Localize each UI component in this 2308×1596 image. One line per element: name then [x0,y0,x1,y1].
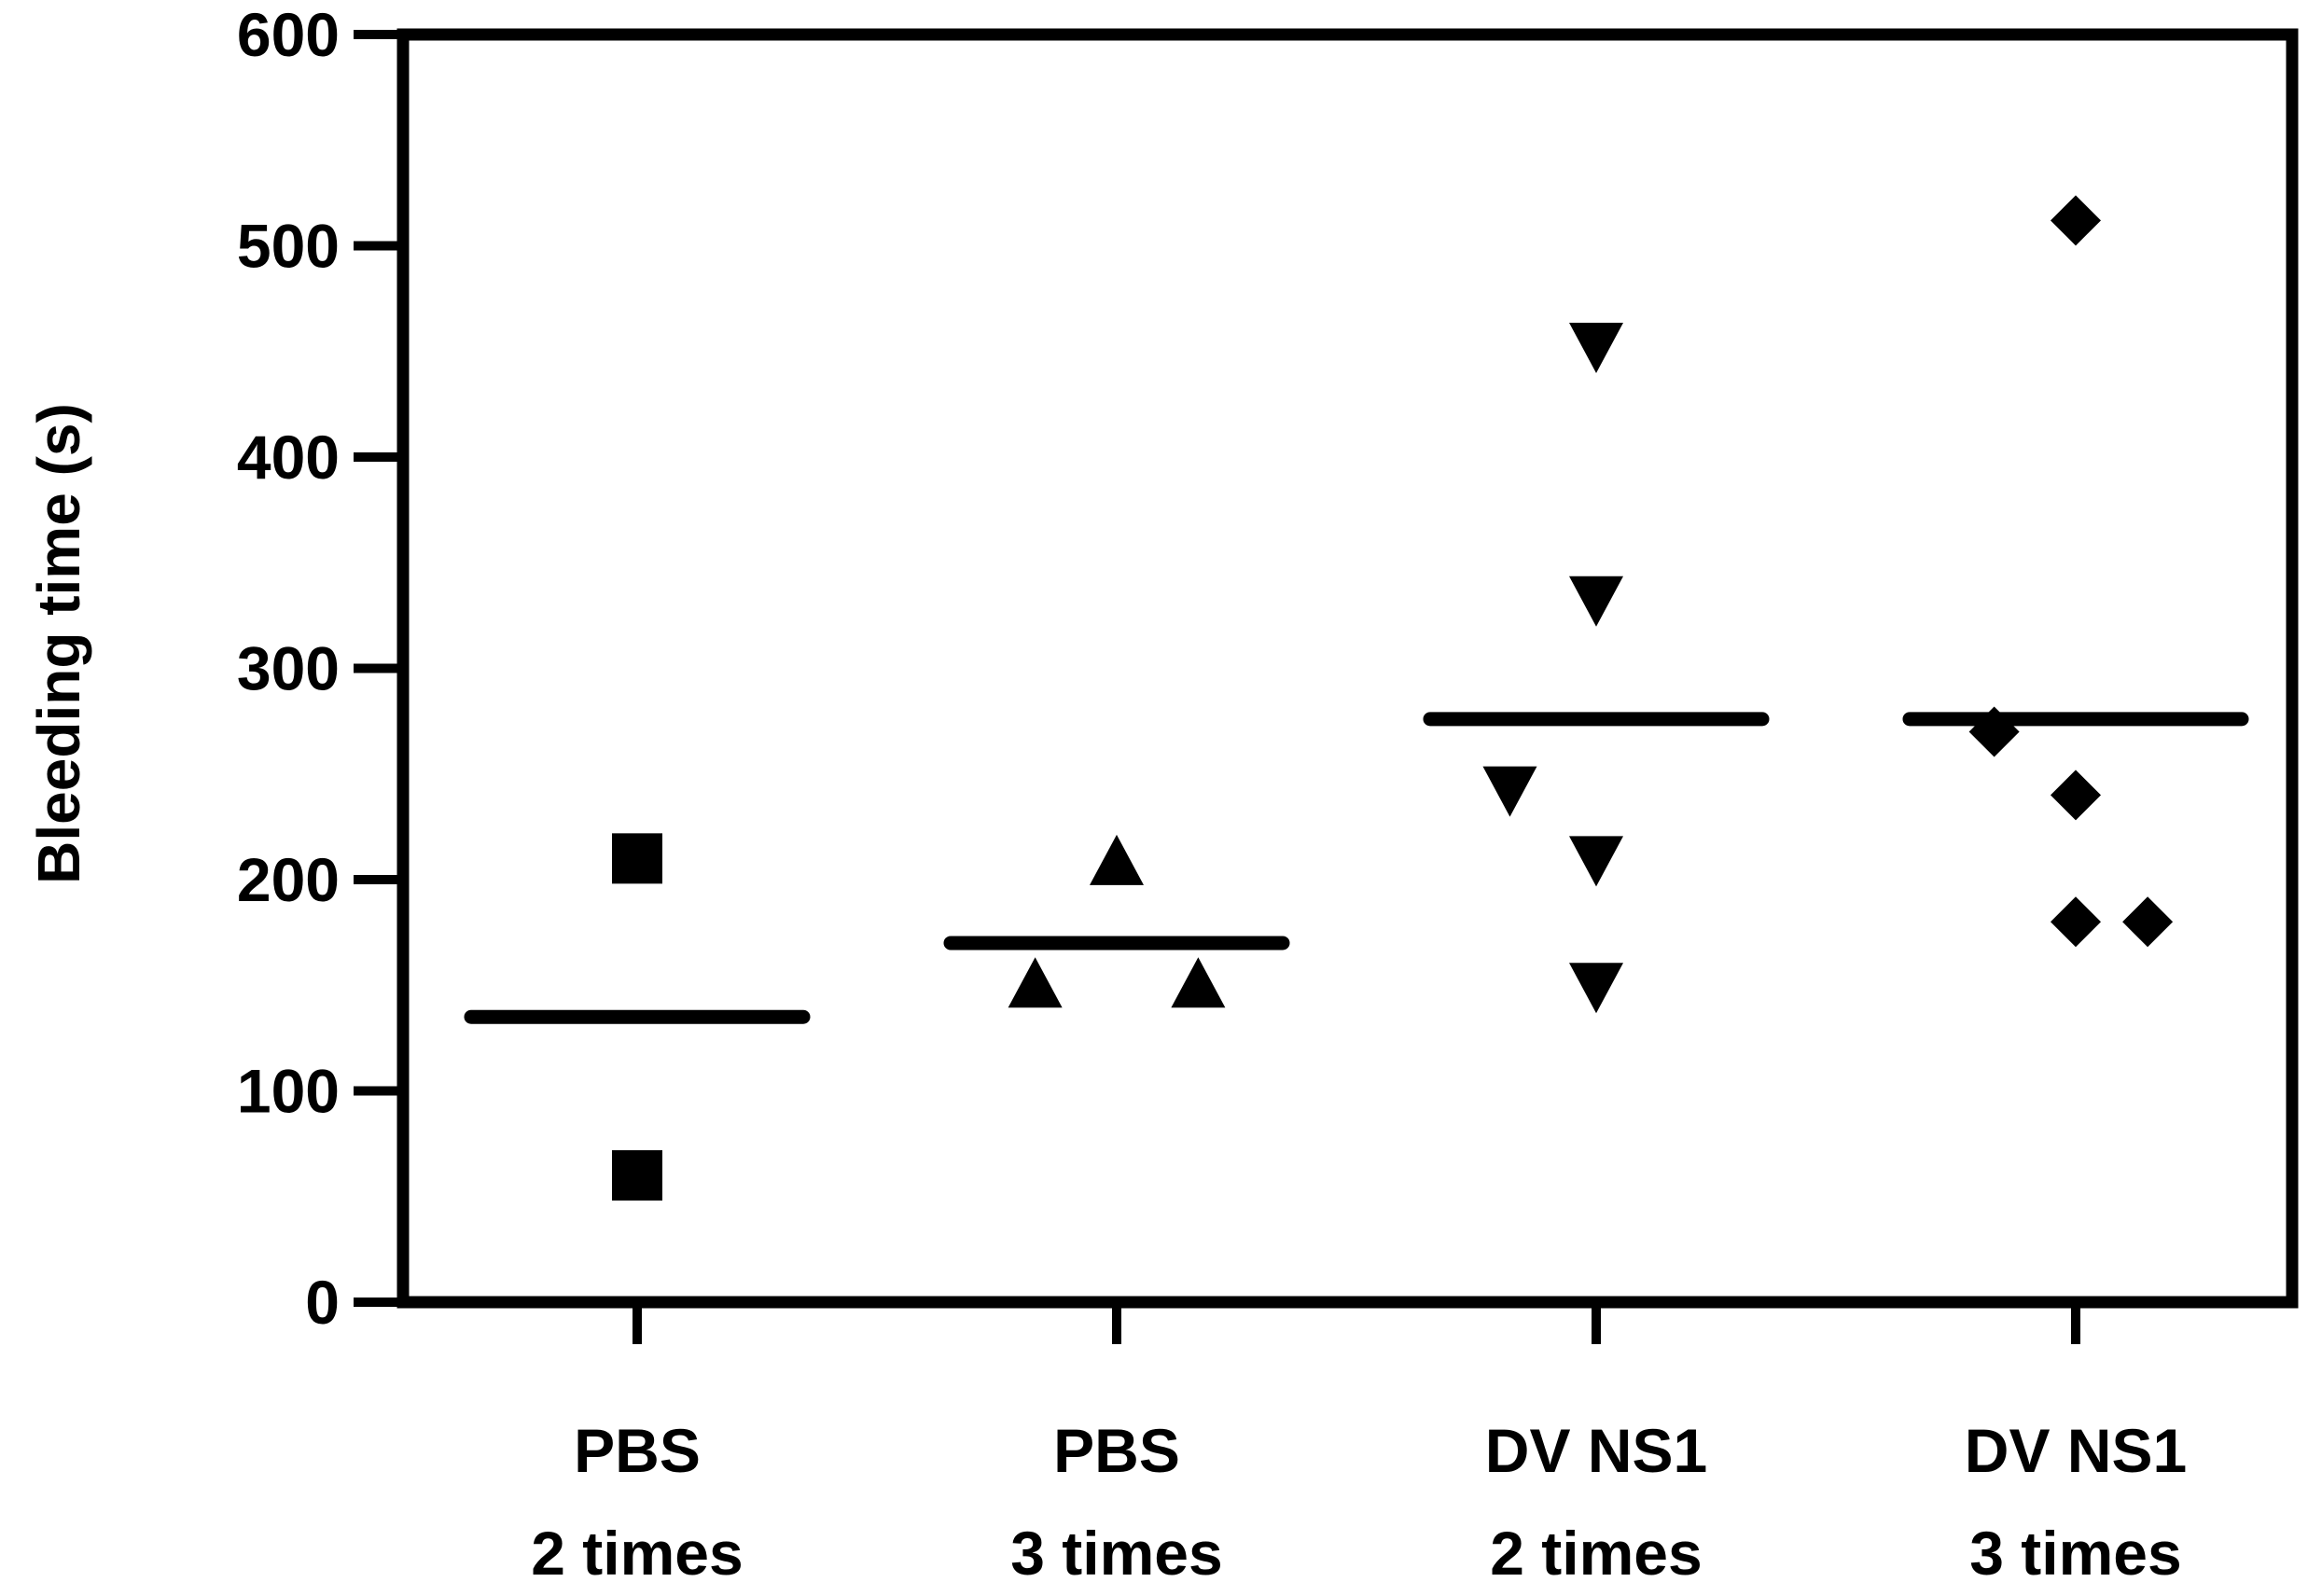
category-label-line1: DV NS1 [1485,1416,1707,1485]
category-label-line1: DV NS1 [1965,1416,2187,1485]
y-axis-label: Bleeding time (s) [25,403,92,884]
category-label-line2: 2 times [1490,1519,1702,1588]
data-marks [464,195,2249,1201]
square-point [612,1150,662,1201]
diamond-point [2051,195,2101,246]
y-tick-label: 100 [237,1057,340,1126]
plot-frame [396,28,2299,1309]
diamond-point [2122,896,2174,948]
square-point [612,833,662,884]
diamond-point [2051,896,2101,948]
y-tick-label: 200 [237,845,340,914]
category-label-line2: 3 times [1969,1519,2181,1588]
y-tick-label: 400 [237,423,340,492]
category-label-line1: PBS [1053,1416,1180,1485]
y-tick-label: 600 [237,0,340,69]
category-label-line1: PBS [574,1416,701,1485]
y-tick-label: 0 [305,1268,340,1337]
y-tick-label: 300 [237,634,340,703]
triangle-down-point [1482,766,1537,817]
triangle-up-point [1008,957,1063,1008]
category-label-line2: 2 times [531,1519,743,1588]
triangle-up-point [1090,834,1144,885]
y-tick-label: 500 [237,212,340,281]
triangle-down-point [1569,963,1623,1014]
axes: 0 100 200 300 400 500 600 PBS 2 times PBS 3 times D… [237,0,2299,1588]
diamond-point [1968,706,2020,757]
triangle-down-point [1569,576,1623,627]
triangle-down-point [1569,836,1623,887]
diamond-point [2051,770,2101,821]
triangle-up-point [1171,957,1226,1008]
triangle-down-point [1569,322,1623,373]
category-label-line2: 3 times [1010,1519,1222,1588]
